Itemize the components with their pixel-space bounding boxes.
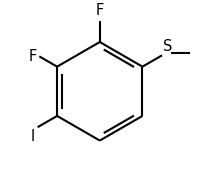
Text: F: F (96, 3, 104, 18)
Text: F: F (29, 49, 37, 64)
Text: S: S (163, 39, 172, 54)
Text: I: I (30, 129, 35, 144)
